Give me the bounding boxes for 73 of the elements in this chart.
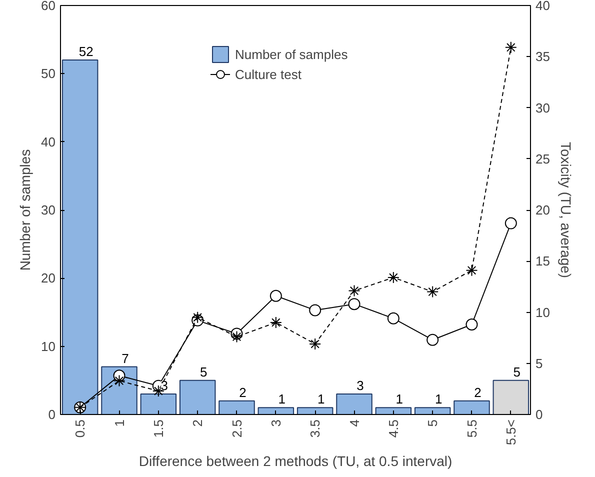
y2-axis-title: Toxicity (TU, average) <box>558 142 574 278</box>
point <box>466 318 478 331</box>
x-tick-label: 1 <box>112 419 127 427</box>
x-tick-label: 1.5 <box>150 419 166 438</box>
data-label: 52 <box>78 44 94 60</box>
bar <box>218 400 255 414</box>
x-axis-title: Difference between 2 methods (TU, at 0.5 interval) <box>138 453 452 470</box>
point <box>504 217 517 230</box>
x-tick-label: 0.5 <box>72 419 88 438</box>
bar <box>296 407 334 414</box>
y2-tick-label: 25 <box>536 151 550 166</box>
y-tick-label: 60 <box>41 0 56 13</box>
x-tick-label: 2.5 <box>229 419 244 438</box>
data-label: 1 <box>396 392 404 407</box>
bar <box>414 407 451 414</box>
bar <box>62 60 98 414</box>
y-tick-label: 50 <box>41 66 56 82</box>
point <box>348 298 360 310</box>
point <box>309 304 322 316</box>
y2-tick-label: 30 <box>536 100 550 116</box>
y2-tick-label: 40 <box>536 0 550 13</box>
x-tick-label: 5.5 <box>464 419 480 438</box>
bar <box>140 394 177 414</box>
point <box>230 330 243 343</box>
x-tick-label: 5.5< <box>503 419 518 446</box>
y2-tick-label: 5 <box>536 356 543 371</box>
x-tick-label: 4.5 <box>386 419 401 438</box>
bar <box>179 380 216 414</box>
y-tick-label: 20 <box>41 270 56 286</box>
point <box>348 284 360 297</box>
bar <box>492 380 530 414</box>
point <box>426 334 439 346</box>
bar <box>336 394 372 414</box>
point <box>113 374 126 387</box>
y-tick-label: 40 <box>41 134 56 150</box>
data-label: 1 <box>317 392 325 407</box>
y2-tick-label: 10 <box>536 304 550 320</box>
bar <box>454 400 490 414</box>
point <box>192 311 204 324</box>
data-label: 7 <box>122 350 129 366</box>
y-axis-title: Number of samples <box>17 149 34 271</box>
point <box>426 286 439 298</box>
bar <box>258 407 294 414</box>
legend-label: Culture test <box>235 66 302 82</box>
point <box>504 41 517 54</box>
point <box>387 312 400 324</box>
legend-label: Number of samples <box>235 46 348 62</box>
x-tick-label: 2 <box>190 419 206 427</box>
data-label: 2 <box>239 384 246 400</box>
data-label: 1 <box>278 392 286 407</box>
point <box>309 338 322 350</box>
x-tick-label: 4 <box>346 419 362 427</box>
data-label: 3 <box>160 378 168 394</box>
point <box>270 316 282 328</box>
point <box>270 290 282 302</box>
point <box>466 264 478 276</box>
data-label: 3 <box>356 378 364 394</box>
data-label: 2 <box>474 384 482 400</box>
y2-tick-label: 20 <box>536 202 550 218</box>
x-tick-label: 3.5 <box>308 419 323 438</box>
y-tick-label: 0 <box>48 407 56 422</box>
data-label: 5 <box>513 364 521 380</box>
data-label: 1 <box>434 392 442 407</box>
y2-tick-label: 15 <box>536 254 550 269</box>
x-tick-label: 3 <box>268 419 284 427</box>
bar <box>375 407 412 414</box>
data-label: 5 <box>200 364 208 380</box>
y-tick-label: 10 <box>41 338 56 354</box>
y2-tick-label: 0 <box>536 407 543 422</box>
x-tick-label: 5 <box>425 419 440 427</box>
y2-tick-label: 35 <box>536 49 550 64</box>
point <box>387 271 400 284</box>
y-tick-label: 30 <box>41 202 56 218</box>
